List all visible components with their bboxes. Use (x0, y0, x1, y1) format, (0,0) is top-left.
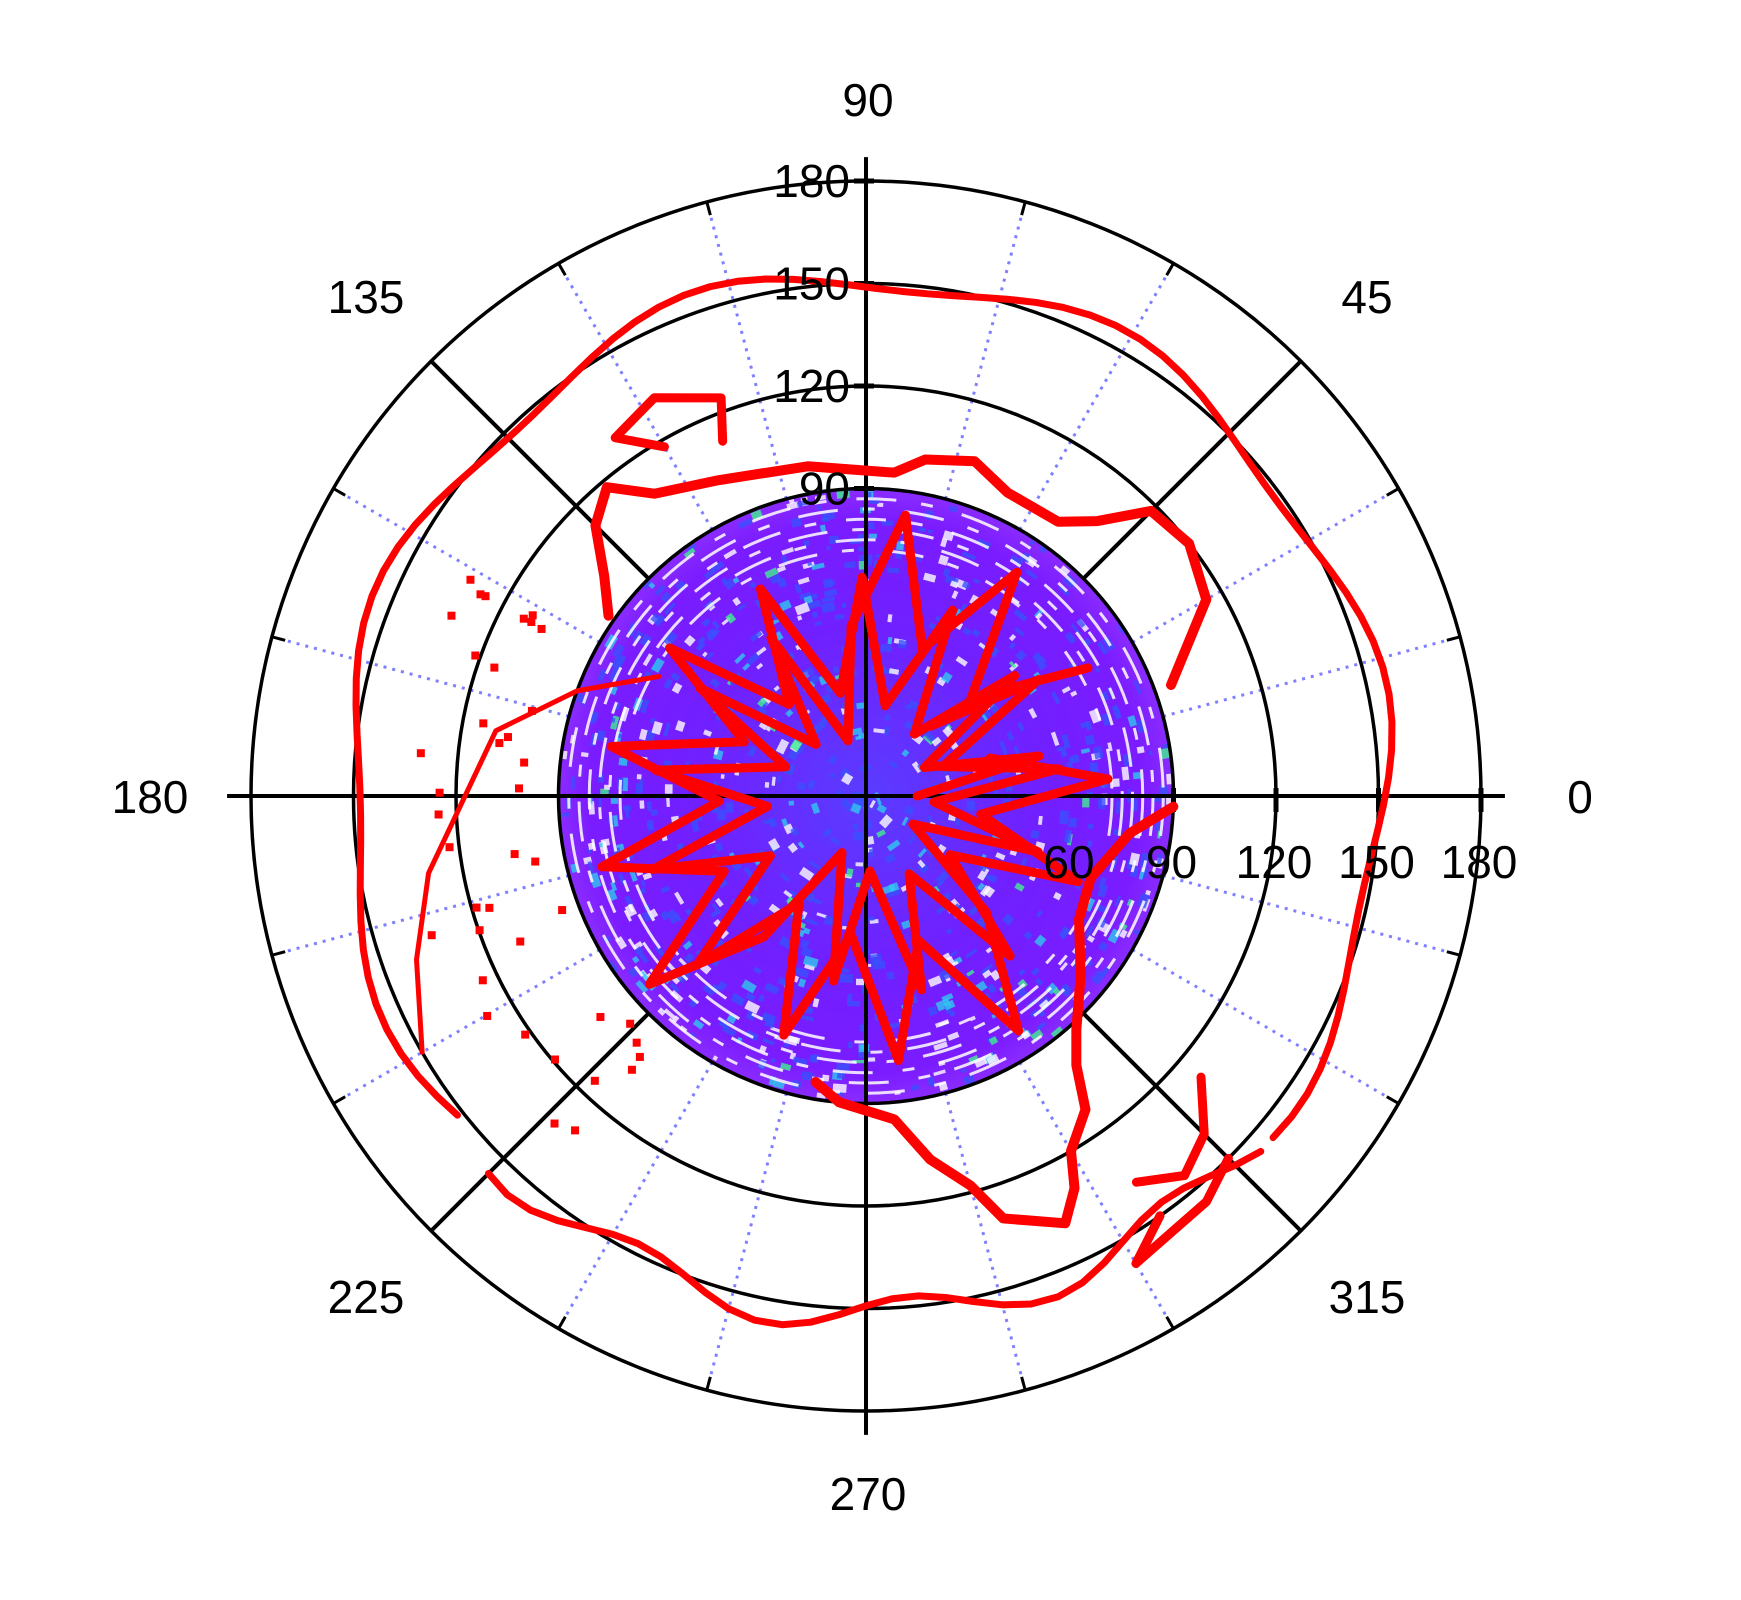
radial-label-h-90: 90 (1146, 836, 1197, 888)
coastline-traces (352, 275, 1396, 1329)
radial-label-h-120: 120 (1236, 836, 1313, 888)
radial-label-v-90: 90 (799, 463, 850, 515)
angle-label-225: 225 (328, 1271, 405, 1323)
radial-tick-labels: 90 120 150 180 60 90 120 150 180 (773, 155, 1517, 888)
angle-label-270: 270 (830, 1468, 907, 1520)
radial-label-v-150: 150 (773, 258, 850, 310)
radial-label-v-120: 120 (773, 360, 850, 412)
radial-label-h-150: 150 (1338, 836, 1415, 888)
angle-label-135: 135 (328, 271, 405, 323)
radial-label-h-180: 180 (1441, 836, 1518, 888)
angle-label-45: 45 (1341, 271, 1392, 323)
major-spokes (227, 157, 1505, 1435)
angle-label-90: 90 (842, 74, 893, 126)
angle-label-0: 0 (1567, 771, 1593, 823)
radial-label-v-180: 180 (773, 155, 850, 207)
radial-label-h-60: 60 (1043, 836, 1094, 888)
angle-label-315: 315 (1329, 1271, 1406, 1323)
angle-label-180: 180 (112, 771, 189, 823)
angular-tick-labels: 0 45 90 135 180 225 270 315 (112, 74, 1593, 1520)
